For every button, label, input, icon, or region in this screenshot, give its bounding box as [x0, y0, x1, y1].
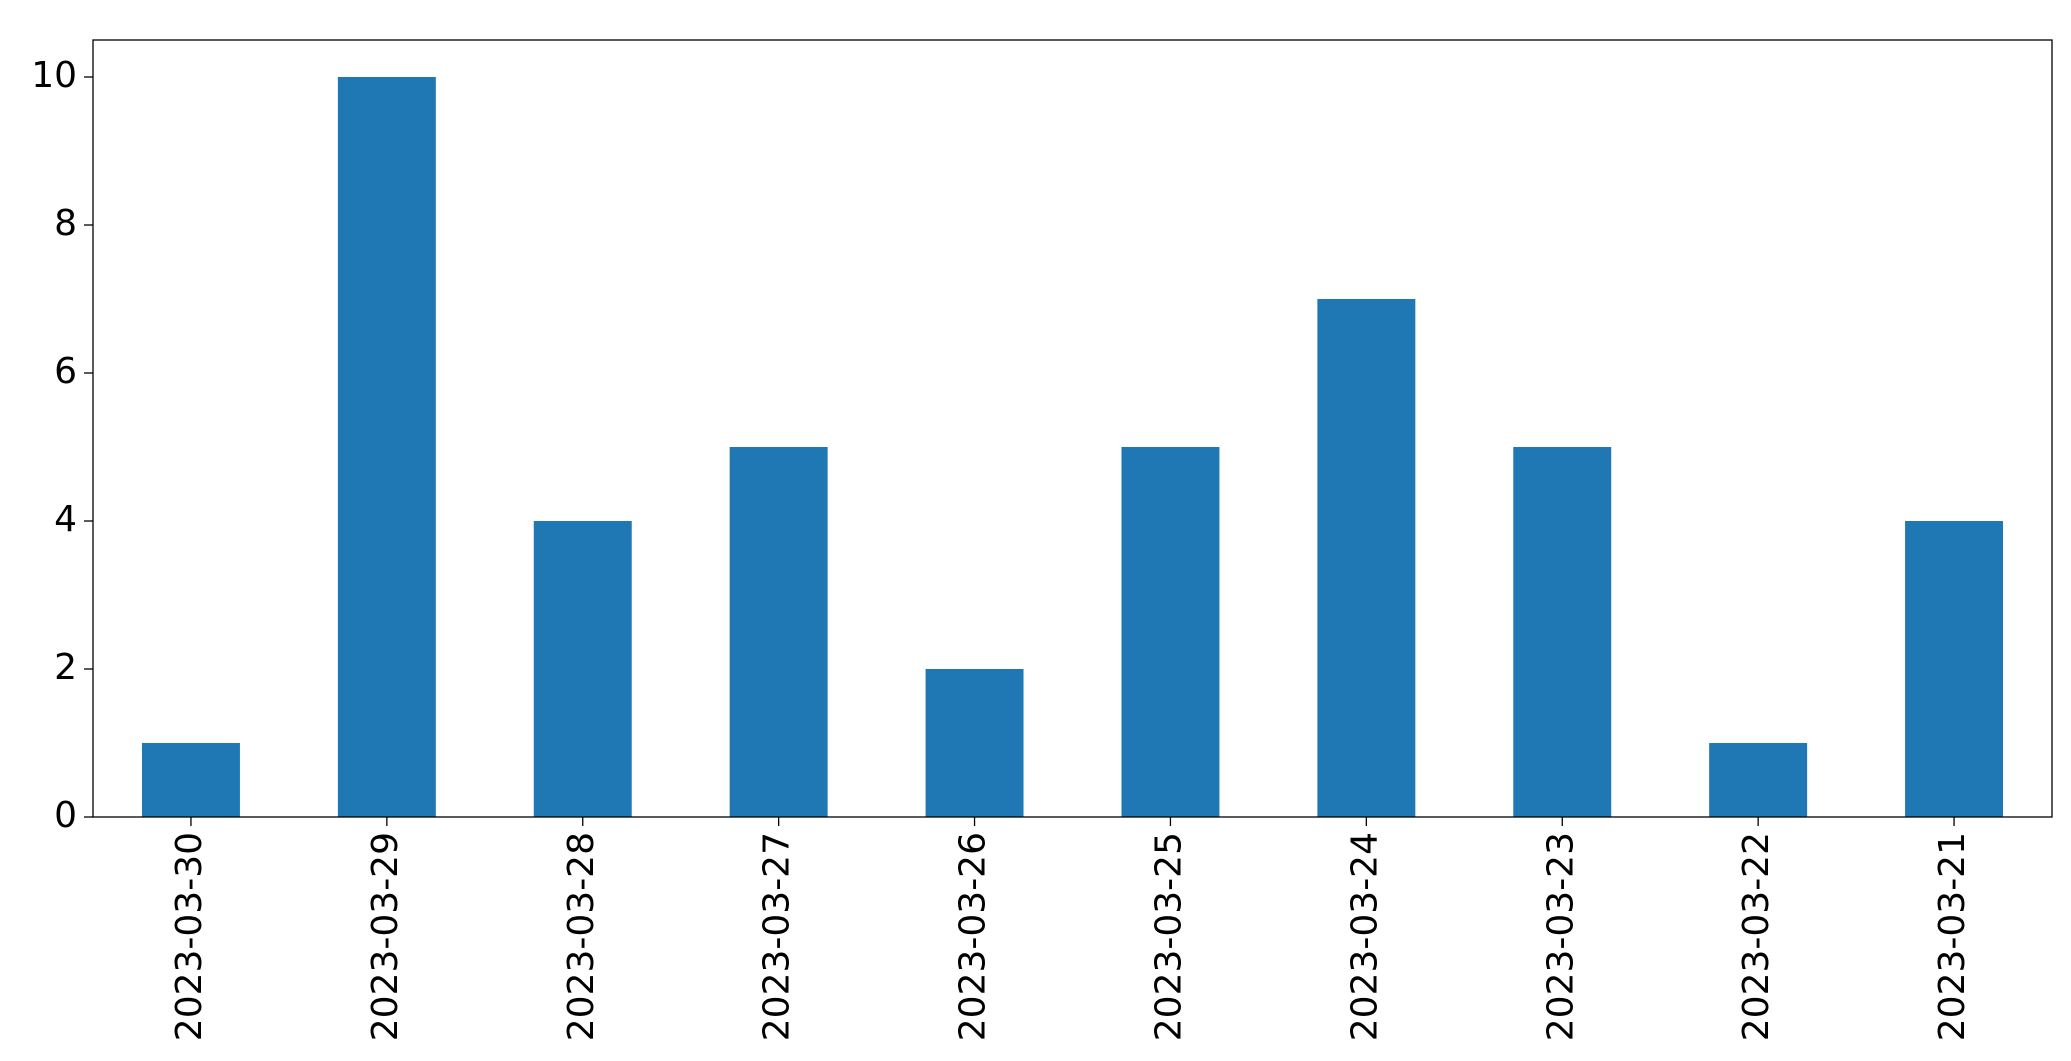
bar — [337, 77, 436, 817]
bar — [533, 521, 632, 817]
bar — [1121, 447, 1220, 817]
y-tick-label: 6 — [54, 351, 77, 392]
bar — [1905, 521, 2004, 817]
bar — [1513, 447, 1612, 817]
bar — [141, 743, 240, 817]
x-tick-label: 2023-03-26 — [953, 832, 994, 1041]
x-tick-label: 2023-03-22 — [1736, 832, 1777, 1041]
bar — [925, 669, 1024, 817]
x-tick-label: 2023-03-27 — [757, 832, 798, 1041]
y-tick-label: 4 — [54, 499, 77, 540]
x-tick-label: 2023-03-23 — [1540, 832, 1581, 1041]
x-tick-label: 2023-03-25 — [1148, 832, 1189, 1041]
bar — [729, 447, 828, 817]
x-tick-label: 2023-03-21 — [1932, 832, 1973, 1041]
bar — [1317, 299, 1416, 817]
y-tick-label: 10 — [31, 55, 77, 96]
x-tick-label: 2023-03-24 — [1344, 832, 1385, 1041]
x-tick-label: 2023-03-30 — [169, 832, 210, 1041]
y-tick-label: 8 — [54, 203, 77, 244]
x-tick-label: 2023-03-29 — [365, 832, 406, 1041]
bar — [1709, 743, 1808, 817]
y-tick-label: 0 — [54, 795, 77, 836]
y-tick-label: 2 — [54, 647, 77, 688]
x-tick-label: 2023-03-28 — [561, 832, 602, 1041]
plot-frame — [92, 39, 2053, 818]
